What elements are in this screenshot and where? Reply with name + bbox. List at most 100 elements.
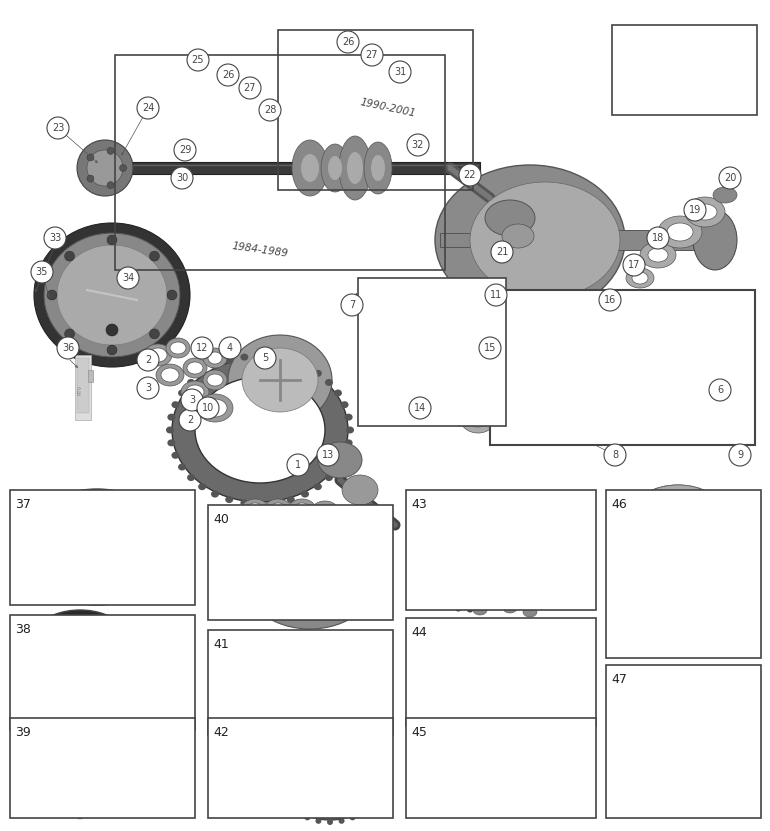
Ellipse shape xyxy=(107,345,117,355)
Ellipse shape xyxy=(375,383,395,401)
Ellipse shape xyxy=(648,538,718,602)
Circle shape xyxy=(729,444,751,466)
Ellipse shape xyxy=(280,730,380,820)
Ellipse shape xyxy=(569,735,587,749)
Bar xyxy=(75,355,91,420)
Ellipse shape xyxy=(241,499,269,521)
Ellipse shape xyxy=(235,704,255,720)
Ellipse shape xyxy=(161,368,179,382)
Circle shape xyxy=(459,164,481,186)
Ellipse shape xyxy=(503,603,517,613)
Ellipse shape xyxy=(390,363,410,381)
Ellipse shape xyxy=(340,452,349,459)
Ellipse shape xyxy=(414,778,442,802)
Circle shape xyxy=(684,199,706,221)
Ellipse shape xyxy=(304,730,310,735)
Ellipse shape xyxy=(417,529,423,534)
Ellipse shape xyxy=(198,483,206,490)
Ellipse shape xyxy=(412,538,417,543)
Ellipse shape xyxy=(449,758,467,772)
Circle shape xyxy=(174,139,196,161)
Ellipse shape xyxy=(360,735,366,741)
Text: 17: 17 xyxy=(628,260,640,270)
Ellipse shape xyxy=(301,154,319,182)
Ellipse shape xyxy=(342,475,378,505)
Circle shape xyxy=(407,134,429,156)
Ellipse shape xyxy=(444,366,452,373)
Ellipse shape xyxy=(256,500,264,508)
Ellipse shape xyxy=(75,811,85,819)
Ellipse shape xyxy=(26,635,34,643)
Ellipse shape xyxy=(166,338,190,358)
Ellipse shape xyxy=(517,529,523,534)
Bar xyxy=(612,25,757,115)
Ellipse shape xyxy=(368,338,392,358)
Ellipse shape xyxy=(479,509,484,514)
Ellipse shape xyxy=(374,793,380,799)
Ellipse shape xyxy=(269,710,281,720)
Ellipse shape xyxy=(27,542,37,552)
Bar xyxy=(77,358,89,413)
Ellipse shape xyxy=(424,593,430,597)
Ellipse shape xyxy=(286,357,295,364)
Bar xyxy=(693,497,713,527)
Circle shape xyxy=(187,49,209,71)
Ellipse shape xyxy=(250,564,270,580)
Ellipse shape xyxy=(432,528,508,592)
Circle shape xyxy=(337,31,359,53)
Bar xyxy=(490,290,755,445)
Ellipse shape xyxy=(485,200,535,236)
Text: 2: 2 xyxy=(145,355,151,365)
Ellipse shape xyxy=(26,701,34,709)
Ellipse shape xyxy=(301,362,309,370)
Ellipse shape xyxy=(346,426,354,434)
Ellipse shape xyxy=(105,808,115,816)
Ellipse shape xyxy=(181,381,209,403)
Circle shape xyxy=(31,261,53,283)
Ellipse shape xyxy=(46,507,56,517)
Ellipse shape xyxy=(65,329,75,339)
Ellipse shape xyxy=(334,464,342,470)
Text: 7: 7 xyxy=(349,300,355,310)
Ellipse shape xyxy=(106,324,118,336)
Ellipse shape xyxy=(553,697,577,717)
Text: 25: 25 xyxy=(192,55,204,65)
Ellipse shape xyxy=(246,535,270,555)
Ellipse shape xyxy=(407,558,413,563)
Text: 41: 41 xyxy=(213,638,229,651)
Circle shape xyxy=(219,337,241,359)
Text: 21: 21 xyxy=(496,247,508,257)
Ellipse shape xyxy=(367,363,383,377)
Ellipse shape xyxy=(144,344,172,366)
Ellipse shape xyxy=(658,216,702,248)
Circle shape xyxy=(719,167,741,189)
Text: 26: 26 xyxy=(342,37,354,47)
Ellipse shape xyxy=(435,165,625,315)
Ellipse shape xyxy=(455,509,461,514)
Ellipse shape xyxy=(365,316,385,334)
Circle shape xyxy=(341,294,363,316)
Ellipse shape xyxy=(371,155,385,181)
Ellipse shape xyxy=(250,539,266,551)
Ellipse shape xyxy=(364,286,396,314)
Ellipse shape xyxy=(490,603,496,608)
Ellipse shape xyxy=(276,761,283,768)
Ellipse shape xyxy=(304,814,310,820)
Ellipse shape xyxy=(508,751,536,775)
Ellipse shape xyxy=(370,321,380,330)
Ellipse shape xyxy=(225,791,235,799)
Ellipse shape xyxy=(55,728,65,736)
Ellipse shape xyxy=(510,522,515,527)
Ellipse shape xyxy=(260,539,360,615)
Ellipse shape xyxy=(517,585,523,590)
Circle shape xyxy=(137,97,159,119)
Ellipse shape xyxy=(425,384,445,402)
Ellipse shape xyxy=(480,316,512,344)
Ellipse shape xyxy=(510,593,515,597)
Ellipse shape xyxy=(641,532,725,608)
Ellipse shape xyxy=(216,506,244,528)
Ellipse shape xyxy=(441,318,449,326)
Ellipse shape xyxy=(439,378,457,392)
Ellipse shape xyxy=(450,679,530,689)
Ellipse shape xyxy=(340,401,349,408)
